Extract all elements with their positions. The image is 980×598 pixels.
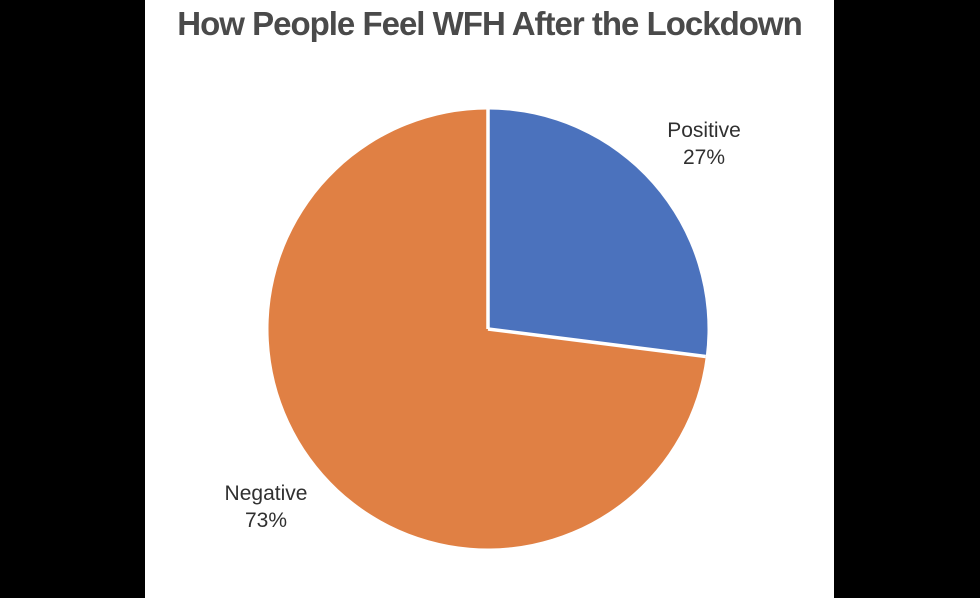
slice-label-negative: Negative 73% <box>196 480 336 534</box>
chart-title: How People Feel WFH After the Lockdown <box>177 5 802 42</box>
slice-label-positive: Positive 27% <box>634 117 774 171</box>
pie-chart <box>268 109 708 549</box>
slice-label-value: 73% <box>244 509 288 532</box>
slice-label-name: Positive <box>667 119 741 142</box>
letterbox-right <box>834 0 980 598</box>
pie-slice-positive <box>488 109 708 357</box>
slice-separator <box>487 327 706 359</box>
letterbox-left <box>0 0 145 598</box>
slice-label-name: Negative <box>224 482 308 505</box>
chart-canvas: How People Feel WFH After the Lockdown P… <box>145 0 834 598</box>
slice-label-value: 27% <box>682 146 726 169</box>
